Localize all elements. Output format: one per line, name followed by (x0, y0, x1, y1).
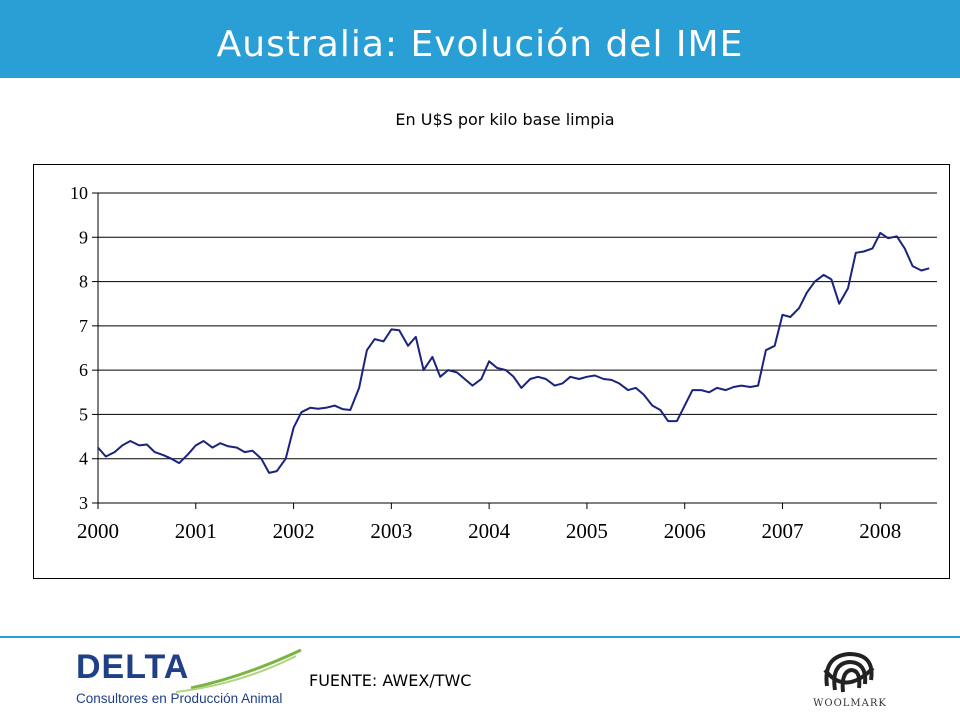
woolmark-icon (823, 651, 875, 693)
x-tick-label: 2005 (566, 519, 608, 543)
y-tick-label: 10 (70, 183, 88, 203)
line-chart: 3 4 5 6 7 8 9 10 2000 2001 2002 2003 2004 2005 2006 200… (70, 183, 937, 543)
y-tick-label: 9 (79, 227, 88, 247)
x-tick-label: 2006 (664, 519, 706, 543)
y-tick-label: 6 (79, 360, 88, 380)
x-tick-label: 2001 (175, 519, 217, 543)
y-tick-label: 7 (79, 316, 88, 336)
delta-logo-name: DELTA (76, 648, 190, 686)
x-tick-label: 2007 (761, 519, 803, 543)
title-bar: Australia: Evolución del IME (0, 0, 960, 78)
swoosh-icon (175, 648, 302, 693)
y-tick-label: 4 (79, 449, 88, 469)
x-tick-label: 2004 (468, 519, 511, 543)
woolmark-logo: WOOLMARK (805, 646, 895, 716)
chart-frame: 3 4 5 6 7 8 9 10 2000 2001 2002 2003 2004 2005 2006 200… (33, 164, 950, 579)
x-tick-label: 2002 (273, 519, 315, 543)
page-title: Australia: Evolución del IME (216, 24, 744, 65)
y-tick-label: 8 (79, 272, 88, 292)
x-tick-label: 2008 (859, 519, 901, 543)
footer-divider (0, 636, 960, 638)
x-tick-label: 2000 (77, 519, 119, 543)
series-line (97, 231, 930, 474)
source-note: FUENTE: AWEX/TWC (309, 671, 472, 690)
y-tick-label: 5 (79, 404, 88, 424)
chart-subtitle: En U$S por kilo base limpia (395, 110, 615, 129)
y-tick-label: 3 (79, 493, 88, 513)
delta-logo: DELTA Consultores en Producción Animal (76, 648, 306, 710)
x-tick-label: 2003 (370, 519, 412, 543)
delta-logo-tagline: Consultores en Producción Animal (76, 691, 283, 706)
woolmark-name: WOOLMARK (813, 698, 887, 709)
